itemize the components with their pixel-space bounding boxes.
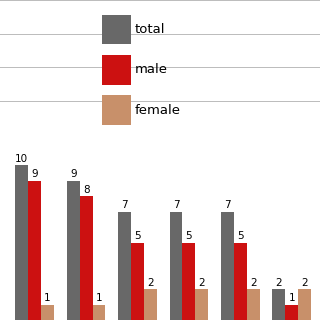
- Bar: [298, 289, 311, 320]
- Bar: [221, 212, 234, 320]
- Text: 7: 7: [224, 200, 231, 210]
- Text: 9: 9: [31, 169, 38, 179]
- Bar: [144, 289, 157, 320]
- FancyBboxPatch shape: [102, 95, 131, 125]
- Bar: [28, 181, 41, 320]
- Bar: [182, 243, 195, 320]
- Text: 2: 2: [276, 277, 282, 287]
- Text: 1: 1: [288, 293, 295, 303]
- Text: 7: 7: [121, 200, 128, 210]
- Bar: [170, 212, 182, 320]
- Bar: [272, 289, 285, 320]
- Text: 8: 8: [83, 185, 89, 195]
- Text: 5: 5: [186, 231, 192, 241]
- Text: 2: 2: [147, 277, 154, 287]
- Text: 7: 7: [173, 200, 180, 210]
- Text: 5: 5: [237, 231, 244, 241]
- Text: male: male: [134, 63, 167, 76]
- Text: 2: 2: [198, 277, 205, 287]
- Text: total: total: [134, 23, 165, 36]
- Text: female: female: [134, 104, 180, 117]
- Bar: [41, 305, 54, 320]
- Bar: [195, 289, 208, 320]
- Bar: [92, 305, 105, 320]
- Bar: [118, 212, 131, 320]
- Text: 1: 1: [44, 293, 51, 303]
- Bar: [67, 181, 80, 320]
- Bar: [131, 243, 144, 320]
- Text: 1: 1: [96, 293, 102, 303]
- Text: 2: 2: [250, 277, 256, 287]
- Bar: [247, 289, 260, 320]
- Bar: [80, 196, 92, 320]
- Text: 9: 9: [70, 169, 76, 179]
- Text: 10: 10: [15, 154, 28, 164]
- Bar: [285, 305, 298, 320]
- Text: 5: 5: [134, 231, 141, 241]
- FancyBboxPatch shape: [102, 15, 131, 44]
- Text: 2: 2: [301, 277, 308, 287]
- Bar: [234, 243, 247, 320]
- FancyBboxPatch shape: [102, 55, 131, 85]
- Bar: [15, 165, 28, 320]
